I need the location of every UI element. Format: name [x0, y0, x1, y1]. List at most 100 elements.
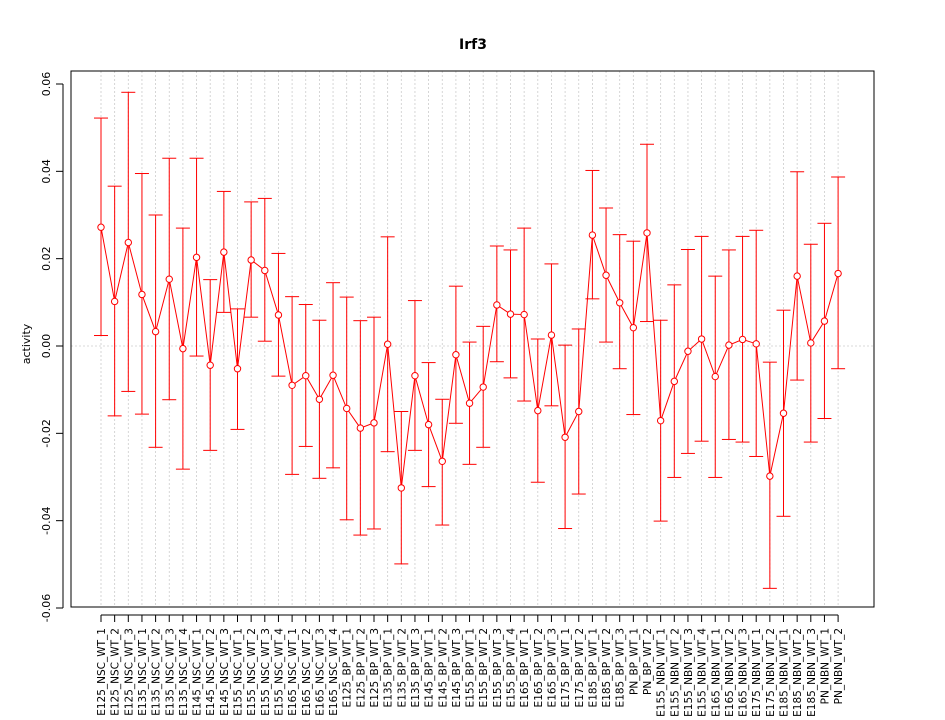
x-tick-label: E145_NSC_WT_1 [192, 628, 204, 716]
data-point [602, 271, 610, 279]
x-tick-label: E125_BP_WT_1 [342, 628, 354, 707]
x-tick-label: E165_NSC_WT_1 [287, 628, 299, 716]
data-point [616, 299, 624, 307]
x-tick-label: E145_BP_WT_3 [451, 628, 463, 707]
x-tick-label: E145_BP_WT_1 [424, 628, 436, 707]
x-tick-label: E175_BP_WT_1 [560, 628, 572, 707]
data-point [138, 290, 146, 299]
data-point [411, 371, 419, 380]
x-tick-label: E155_NBN_WT_1 [656, 628, 668, 717]
data-point [684, 347, 692, 355]
x-tick-label: E155_NBN_WT_2 [669, 628, 681, 717]
data-point [506, 310, 515, 318]
y-tick-label: -0.04 [40, 506, 53, 534]
data-point [643, 229, 651, 237]
x-tick-label: E175_NBN_WT_1 [751, 628, 763, 717]
x-tick-label: E155_NBN_WT_3 [683, 628, 695, 717]
y-tick-label: 0.02 [40, 246, 53, 271]
data-point [725, 341, 733, 349]
x-tick-label: E135_BP_WT_1 [383, 628, 395, 707]
data-point [343, 404, 351, 413]
x-tick-label: E145_BP_WT_2 [437, 628, 449, 707]
data-point [807, 339, 815, 347]
x-tick-label: E155_BP_WT_3 [492, 628, 504, 707]
data-point [288, 381, 296, 389]
x-tick-label: E155_BP_WT_1 [465, 628, 477, 707]
x-tick-label: E175_BP_WT_2 [574, 628, 586, 707]
data-point [697, 335, 706, 343]
data-point [302, 371, 310, 380]
x-axis: E125_NSC_WT_1 E125_NSC_WT_2 E125_NSC_WT_3 E… [96, 614, 845, 717]
data-point [479, 383, 487, 391]
data-point [534, 406, 542, 415]
y-tick-label: 0.00 [40, 334, 53, 359]
data-point [110, 297, 119, 306]
x-tick-label: E185_BP_WT_1 [587, 628, 599, 707]
data-point [493, 301, 501, 309]
data-point [151, 327, 160, 336]
data-point [247, 256, 255, 264]
x-tick-label: E155_NBN_WT_4 [697, 628, 709, 717]
x-tick-label: E135_NSC_WT_2 [151, 628, 163, 716]
data-point [329, 371, 337, 379]
data-point [793, 272, 801, 280]
data-point [670, 377, 678, 386]
data-point [820, 317, 829, 325]
x-tick-label: E165_NSC_WT_4 [328, 628, 340, 716]
x-tick-label: E165_BP_WT_1 [519, 628, 531, 707]
data-point [588, 231, 597, 239]
x-tick-label: E135_NSC_WT_1 [137, 628, 149, 716]
data-point [233, 365, 242, 373]
y-tick-label: -0.02 [40, 419, 53, 447]
data-point [370, 419, 378, 427]
data-point [738, 335, 747, 344]
x-tick-label: E165_NBN_WT_1 [710, 628, 722, 717]
grid-layer [71, 71, 874, 607]
data-point [465, 399, 474, 407]
data-point [97, 223, 105, 231]
data-point [547, 331, 556, 339]
data-point [220, 248, 228, 256]
x-tick-label: PN_BP_WT_2 [642, 628, 654, 695]
x-tick-label: E155_NSC_WT_1 [233, 628, 245, 716]
x-tick-label: E155_BP_WT_4 [506, 628, 518, 708]
data-point [766, 472, 774, 480]
x-tick-label: E125_BP_WT_3 [369, 628, 381, 707]
x-tick-label: E185_NBN_WT_2 [792, 628, 804, 717]
data-point [779, 409, 788, 417]
x-tick-label: E165_BP_WT_3 [546, 628, 558, 707]
data-point [165, 275, 173, 283]
x-tick-label: E165_BP_WT_2 [533, 628, 545, 707]
x-tick-label: E185_NBN_WT_1 [779, 628, 791, 717]
data-point [356, 424, 365, 432]
x-tick-label: E125_BP_WT_2 [355, 628, 367, 707]
x-tick-label: E155_NSC_WT_2 [246, 628, 258, 716]
chart-title: Irf3 [459, 37, 487, 53]
x-tick-label: E125_NSC_WT_3 [123, 628, 135, 716]
data-point [629, 323, 638, 332]
x-tick-label: E165_NBN_WT_2 [724, 628, 736, 717]
x-tick-label: PN_NBN_WT_1 [819, 628, 831, 704]
y-tick-label: 0.04 [40, 159, 53, 184]
x-tick-label: E165_NBN_WT_3 [738, 628, 750, 717]
data-point [520, 310, 528, 319]
x-tick-label: E125_NSC_WT_2 [110, 628, 122, 716]
data-point [383, 340, 392, 348]
data-point [752, 340, 760, 348]
data-point [561, 433, 569, 441]
x-tick-label: E185_NBN_WT_3 [806, 628, 818, 717]
y-tick-label: -0.06 [40, 594, 53, 622]
data-point [261, 266, 269, 275]
x-tick-label: E165_NSC_WT_2 [301, 628, 313, 716]
data-point [656, 416, 665, 425]
data-point [711, 372, 719, 381]
x-tick-label: E165_NSC_WT_3 [314, 628, 326, 716]
data-point [438, 457, 446, 465]
x-tick-label: E135_NSC_WT_4 [178, 628, 190, 716]
x-tick-label: E175_NBN_WT_2 [765, 628, 777, 717]
data-point [179, 344, 187, 353]
x-tick-label: PN_BP_WT_1 [628, 628, 640, 695]
plot-frame [70, 70, 875, 608]
series-points [97, 223, 842, 492]
